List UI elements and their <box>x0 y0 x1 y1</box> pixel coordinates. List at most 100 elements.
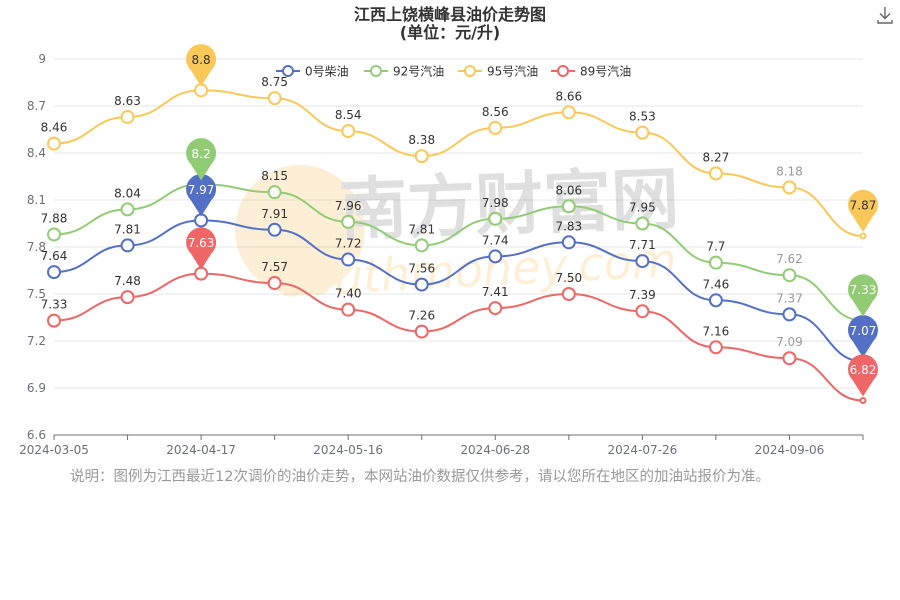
data-label: 8.56 <box>482 105 509 119</box>
data-point[interactable] <box>635 125 650 140</box>
pin-label: 7.07 <box>850 324 877 338</box>
data-point[interactable] <box>267 91 282 106</box>
data-point[interactable] <box>561 199 576 214</box>
data-label: 7.50 <box>555 271 582 285</box>
y-tick-label: 6.6 <box>27 428 46 442</box>
data-point[interactable] <box>120 290 135 305</box>
data-point[interactable] <box>708 166 723 181</box>
legend-label: 95号汽油 <box>487 64 538 79</box>
extreme-value-pin: 7.33 <box>847 274 879 317</box>
data-point[interactable] <box>561 105 576 120</box>
data-point[interactable] <box>635 216 650 231</box>
data-label: 7.48 <box>114 274 141 288</box>
pin-marker <box>186 174 217 217</box>
data-point[interactable] <box>341 124 356 139</box>
data-label: 7.71 <box>629 238 656 252</box>
data-point[interactable] <box>561 287 576 301</box>
extreme-value-pin: 8.8 <box>186 44 217 87</box>
data-point[interactable] <box>782 268 797 283</box>
data-point[interactable] <box>414 324 429 339</box>
data-label: 8.18 <box>776 164 803 178</box>
data-point[interactable] <box>267 185 282 200</box>
legend-item[interactable]: 92号汽油 <box>364 64 444 79</box>
extreme-value-pin: 8.2 <box>186 138 217 181</box>
data-point[interactable] <box>859 232 867 240</box>
y-tick-label: 7.8 <box>27 240 46 254</box>
data-point[interactable] <box>708 340 723 355</box>
data-label: 7.96 <box>335 199 362 213</box>
data-point[interactable] <box>47 227 61 242</box>
y-tick-label: 8.4 <box>27 146 46 160</box>
data-point[interactable] <box>120 238 135 253</box>
chart-title: 江西上饶横峰县油价走势图 <box>353 5 546 24</box>
data-point[interactable] <box>47 136 61 151</box>
data-label: 8.54 <box>335 108 362 122</box>
data-point[interactable] <box>267 222 282 237</box>
data-point[interactable] <box>414 277 429 292</box>
y-tick-label: 9 <box>38 52 46 66</box>
extreme-value-pin: 7.97 <box>186 174 217 217</box>
data-point[interactable] <box>635 254 650 269</box>
data-label: 7.62 <box>776 252 803 266</box>
y-tick-label: 8.1 <box>27 193 46 207</box>
legend-symbol <box>557 65 569 77</box>
data-point[interactable] <box>782 351 797 366</box>
watermark-sun <box>235 165 365 295</box>
pin-marker <box>186 44 217 87</box>
data-point[interactable] <box>414 149 429 164</box>
y-tick-label: 7.5 <box>27 287 46 301</box>
data-point[interactable] <box>708 293 723 308</box>
data-point[interactable] <box>47 313 61 328</box>
extreme-value-pin: 6.82 <box>847 354 879 397</box>
pin-marker <box>847 315 879 358</box>
data-point[interactable] <box>341 214 356 229</box>
data-point[interactable] <box>267 276 282 291</box>
data-point[interactable] <box>488 301 503 316</box>
data-point[interactable] <box>635 304 650 319</box>
data-point[interactable] <box>120 109 135 124</box>
data-label: 7.74 <box>482 233 509 247</box>
data-point[interactable] <box>859 397 867 405</box>
legend-item[interactable]: 89号汽油 <box>551 64 631 79</box>
data-label: 7.57 <box>261 260 288 274</box>
data-label: 7.26 <box>408 309 435 323</box>
data-point[interactable] <box>488 120 503 135</box>
data-label: 7.16 <box>703 324 730 338</box>
data-point[interactable] <box>341 302 356 317</box>
data-point[interactable] <box>561 235 576 250</box>
data-point[interactable] <box>488 211 503 226</box>
data-label: 7.09 <box>776 335 803 349</box>
data-point[interactable] <box>488 249 503 264</box>
pin-marker <box>847 354 879 397</box>
data-point[interactable] <box>782 307 797 322</box>
pin-label: 7.33 <box>850 283 877 297</box>
x-tick-label: 2024-09-06 <box>755 443 825 457</box>
legend-item[interactable]: 95号汽油 <box>458 64 538 79</box>
data-label: 7.98 <box>482 196 509 210</box>
chart-subtitle: (单位：元/升) <box>399 23 501 42</box>
legend-symbol <box>464 65 476 77</box>
legend-label: 89号汽油 <box>580 64 631 79</box>
legend-symbol <box>282 65 294 77</box>
data-label: 7.46 <box>703 277 730 291</box>
data-point[interactable] <box>782 180 797 195</box>
data-point[interactable] <box>120 202 135 217</box>
pin-label: 7.63 <box>188 236 215 250</box>
download-icon[interactable] <box>874 4 896 26</box>
data-label: 8.27 <box>703 150 730 164</box>
extreme-value-pin: 7.63 <box>186 227 217 270</box>
data-point[interactable] <box>47 265 61 280</box>
data-label: 8.15 <box>261 169 288 183</box>
data-label: 8.66 <box>555 89 582 103</box>
x-tick-label: 2024-03-05 <box>19 443 89 457</box>
data-point[interactable] <box>414 238 429 253</box>
data-label: 7.39 <box>629 288 656 302</box>
data-point[interactable] <box>341 252 356 267</box>
data-point[interactable] <box>708 255 723 270</box>
pin-label: 8.2 <box>192 147 211 161</box>
pin-label: 7.87 <box>850 199 877 213</box>
legend-item[interactable]: 0号柴油 <box>276 65 349 79</box>
data-label: 7.72 <box>335 237 362 251</box>
data-label: 8.75 <box>261 75 288 89</box>
